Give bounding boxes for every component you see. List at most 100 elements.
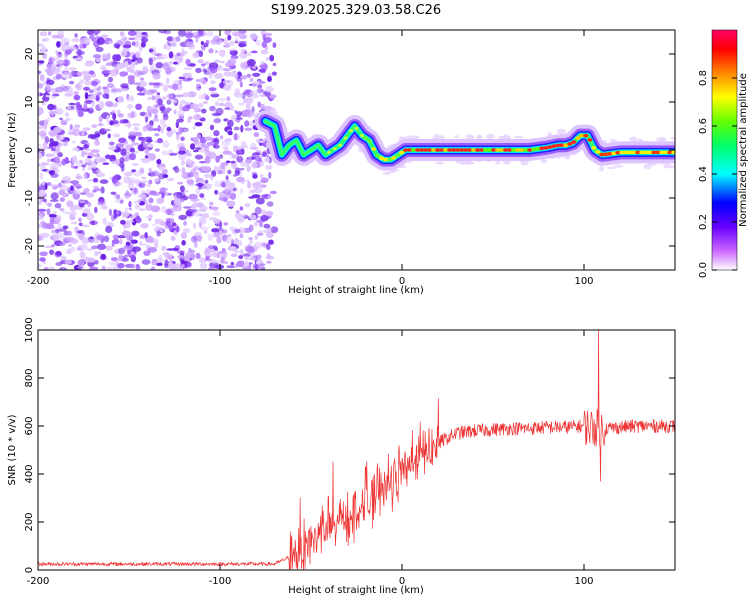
spectrogram-noise-cell	[64, 157, 69, 164]
spectrogram-noise-cell	[59, 117, 63, 121]
spectrogram-noise-cell	[183, 206, 192, 209]
ridge-core-cell	[567, 142, 573, 146]
snr-y-ticks: 0 200 400 600 800 1000	[24, 317, 675, 573]
spectrogram-noise-cell	[55, 50, 59, 55]
spectrogram-noise-cell	[256, 161, 266, 164]
spectrogram-noise-cell	[112, 133, 121, 138]
spectrogram-noise-cell	[102, 86, 108, 90]
spectrogram-noise-cell	[112, 234, 120, 240]
spectrogram-noise-cell	[87, 201, 92, 208]
spectrogram-noise-cell	[131, 58, 136, 62]
spectrogram-noise-cell	[260, 177, 269, 183]
spectrogram-noise-cell	[75, 175, 83, 180]
spectrogram-noise-cell	[150, 205, 161, 213]
spectrogram-noise-cell	[107, 222, 114, 226]
spectrogram-noise-cell	[201, 63, 206, 66]
spectrogram-noise-cell	[255, 39, 261, 47]
spectrogram-noise-cell	[124, 122, 129, 127]
spectrogram-noise-cell	[38, 43, 44, 47]
spectrogram-noise-cell	[253, 132, 260, 138]
spectrogram-noise-cell	[90, 94, 97, 100]
spectrogram-noise-cell	[125, 223, 131, 229]
spectrogram-noise-cell	[68, 243, 72, 247]
spectrogram-noise-cell	[231, 31, 241, 37]
spectrogram-noise-cell	[230, 55, 239, 60]
spectrogram-noise-cell	[94, 250, 99, 257]
spectrogram-noise-cell	[183, 129, 188, 132]
spectrogram-halo-cell	[540, 159, 548, 163]
spectrogram-noise-cell	[200, 226, 209, 231]
spectrogram-noise-cell	[244, 203, 251, 208]
spectrogram-noise-cell	[197, 30, 204, 37]
spectrogram-noise-cell	[200, 41, 205, 45]
spectrogram-noise-cell	[63, 119, 69, 123]
spectrogram-noise-cell	[203, 230, 208, 234]
spectrogram-noise-cell	[72, 179, 78, 186]
spectrogram-noise-cell	[156, 230, 161, 237]
spectrogram-noise-cell	[194, 122, 203, 127]
spectrogram-noise-cell	[94, 206, 98, 214]
spectrogram-noise-cell	[187, 91, 197, 98]
spectrogram-noise-cell	[176, 52, 181, 57]
spectrogram-noise-cell	[72, 128, 81, 137]
spectrogram-noise-cell	[38, 208, 47, 212]
spectrogram-noise-cell	[127, 121, 132, 129]
ridge-core-cell	[399, 150, 405, 155]
spectrogram-noise-cell	[242, 98, 247, 104]
ridge-core-cell	[635, 150, 641, 155]
spectrogram-noise-cell	[135, 103, 143, 111]
spectrogram-noise-cell	[103, 235, 110, 243]
spectrogram-halo-cell	[502, 160, 511, 165]
spectrogram-noise-cell	[83, 86, 90, 91]
snr-x-tick-label: 100	[574, 576, 593, 587]
spectrogram-noise-cell	[80, 129, 85, 137]
ridge-core-cell	[447, 148, 453, 152]
spectrogram-noise-cell	[246, 51, 252, 57]
spectrogram-noise-cell	[143, 250, 151, 256]
spectrogram-noise-cell	[47, 203, 52, 207]
spectrogram-noise-cell	[193, 241, 198, 249]
spectrogram-noise-cell	[264, 157, 271, 163]
spectrogram-noise-cell	[219, 154, 224, 159]
spectrogram-noise-cell	[63, 180, 74, 184]
spectrogram-noise-cell	[180, 232, 187, 240]
spectrogram-noise-cell	[133, 201, 141, 204]
spectrogram-noise-cell	[53, 184, 64, 188]
spectrogram-noise-cell	[73, 94, 81, 101]
spectrogram-noise-cell	[248, 236, 254, 241]
spectrogram-noise-cell	[184, 32, 194, 39]
spectrogram-noise-cell	[120, 219, 126, 225]
spectrogram-noise-cell	[173, 109, 177, 115]
colorbar-tick-label: 0.8	[698, 70, 709, 86]
spectrogram-noise-cell	[98, 115, 103, 123]
spectrogram-noise-cell	[119, 157, 125, 164]
spectrogram-noise-cell	[127, 250, 131, 255]
colorbar-gradient	[711, 29, 738, 271]
spectrogram-noise-cell	[90, 80, 98, 87]
spectrogram-noise-cell	[105, 54, 111, 61]
spectrogram-noise-cell	[119, 182, 123, 186]
spectrogram-noise-cell	[223, 146, 229, 152]
spectrogram-noise-cell	[79, 200, 86, 204]
spectrogram-noise-cell	[217, 170, 223, 175]
spectrogram-noise-cell	[81, 164, 87, 168]
spectrogram-noise-cell	[138, 208, 146, 212]
spectrogram-halo-cell	[520, 159, 529, 166]
spectrogram-noise-cell	[89, 154, 98, 157]
spectrogram-noise-cell	[204, 146, 210, 153]
spectrogram-noise-cell	[180, 51, 185, 57]
spectrogram-noise-cell	[210, 80, 216, 84]
spectrogram-noise-cell	[166, 45, 172, 51]
spectrogram-noise-cell	[135, 51, 141, 59]
spectrogram-noise-cell	[73, 91, 79, 96]
ridge-core-cell	[354, 126, 359, 130]
spectrogram-noise-cell	[261, 41, 267, 48]
spectrogram-noise-cell	[262, 34, 266, 41]
spectrogram-noise-cell	[178, 153, 187, 161]
spectrogram-noise-cell	[252, 72, 261, 77]
spectrogram-noise-cell	[166, 126, 172, 132]
spectrogram-noise-cell	[234, 133, 238, 141]
spectrogram-noise-cell	[38, 163, 41, 167]
spectrogram-noise-cell	[169, 40, 177, 48]
